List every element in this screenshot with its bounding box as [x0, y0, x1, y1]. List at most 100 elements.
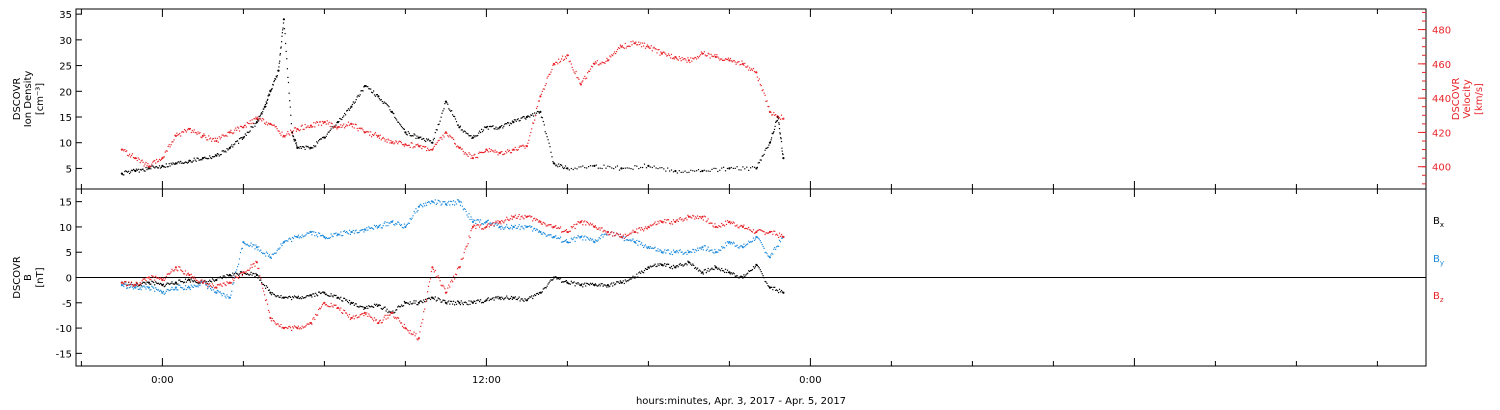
velocity-trace-dot	[193, 129, 195, 131]
ion-density-trace-dot	[584, 167, 586, 169]
ion-density-trace-dot	[616, 165, 619, 167]
bx-trace-dot	[562, 281, 565, 283]
velocity-trace-dot	[668, 53, 670, 55]
velocity-trace-dot	[577, 77, 579, 79]
legend-by-subscript: y	[1440, 259, 1444, 267]
velocity-trace-dot	[150, 166, 152, 168]
by-trace-dot	[535, 228, 538, 230]
velocity-trace-dot	[670, 57, 672, 59]
by-trace-dot	[505, 226, 507, 228]
bx-trace-dot	[606, 286, 608, 288]
ion-density-trace-dot	[692, 170, 694, 172]
bx-trace-dot	[368, 305, 370, 307]
velocity-trace-dot	[252, 122, 254, 124]
ion-density-point	[674, 169, 677, 173]
by-trace-dot	[258, 246, 260, 248]
bx-trace-dot	[312, 293, 314, 295]
bx-trace-dot	[768, 285, 770, 288]
by-trace-dot	[178, 284, 180, 286]
bx-trace-dot	[137, 285, 139, 287]
by-trace-dot	[640, 243, 642, 245]
bz-trace-dot	[465, 246, 467, 248]
by-trace-dot	[237, 266, 239, 268]
velocity-point	[714, 55, 718, 59]
bz-trace-dot	[722, 224, 724, 226]
bx-trace-dot	[232, 272, 234, 274]
bx-trace-dot	[513, 297, 515, 299]
bx-trace-dot	[565, 280, 567, 282]
velocity-trace-dot	[162, 156, 164, 158]
by-trace-dot	[254, 248, 256, 250]
velocity-trace-dot	[360, 128, 362, 130]
by-trace-dot	[466, 214, 468, 216]
by-trace-dot	[379, 224, 381, 226]
bx-trace-dot	[345, 299, 347, 301]
bz-trace-dot	[172, 270, 174, 272]
ion-density-trace-dot	[649, 166, 651, 168]
velocity-trace-dot	[582, 80, 584, 82]
bx-trace-dot	[664, 263, 666, 265]
bz-trace-dot	[132, 285, 135, 287]
by-trace-dot	[777, 245, 779, 247]
bx-trace-dot	[266, 286, 269, 288]
bx-trace-dot	[263, 284, 265, 286]
velocity-trace-dot	[258, 119, 260, 121]
ion-density-trace-dot	[312, 147, 314, 149]
velocity-trace-dot	[167, 145, 169, 147]
by-trace-dot	[450, 200, 452, 202]
ion-density-trace-dot	[507, 122, 509, 124]
by-trace-dot	[299, 236, 301, 238]
bx-trace-dot	[570, 280, 572, 282]
bx-trace-dot	[339, 298, 341, 300]
by-trace-dot	[314, 235, 316, 237]
velocity-trace-dot	[390, 140, 392, 142]
top-left-ylabel-line1: DSCOVR	[12, 78, 23, 121]
by-trace-dot	[397, 221, 399, 223]
velocity-trace-dot	[504, 153, 506, 155]
bz-trace-dot	[723, 224, 725, 226]
bx-trace-dot	[557, 278, 559, 280]
by-trace-dot	[241, 247, 243, 249]
ion-density-trace-dot	[122, 174, 124, 176]
by-point	[404, 225, 407, 228]
bz-trace-dot	[198, 280, 200, 283]
velocity-trace-dot	[131, 153, 134, 155]
ion-density-trace-dot	[696, 170, 698, 172]
bx-trace-dot	[177, 283, 179, 285]
ion-density-trace-dot	[582, 165, 584, 167]
ion-density-trace-dot	[515, 120, 517, 122]
ion-density-trace-dot	[558, 163, 560, 165]
ion-density-trace-dot	[164, 166, 166, 168]
velocity-trace-dot	[578, 78, 580, 80]
bx-trace-dot	[297, 295, 299, 297]
ion-density-trace-dot	[433, 137, 435, 139]
bx-trace-dot	[532, 297, 534, 300]
ion-density-trace-dot	[393, 113, 395, 115]
velocity-trace-dot	[752, 67, 755, 70]
bx-trace-dot	[470, 300, 472, 302]
bx-trace-dot	[463, 301, 465, 304]
by-trace-dot	[650, 247, 652, 249]
ion-density-trace-dot	[636, 165, 638, 167]
bz-trace-dot	[685, 217, 687, 219]
velocity-trace-dot	[164, 151, 166, 153]
by-trace-dot	[556, 237, 558, 240]
by-trace-dot	[270, 257, 272, 259]
by-trace-dot	[199, 284, 201, 286]
bz-trace-dot	[564, 230, 567, 232]
ion-density-trace-dot	[172, 162, 174, 164]
velocity-trace-dot	[648, 47, 650, 49]
ion-density-trace-dot	[285, 50, 287, 52]
bz-trace-dot	[587, 221, 589, 224]
ion-density-trace-dot	[362, 90, 364, 92]
by-trace-dot	[656, 250, 658, 252]
velocity-trace-dot	[348, 124, 351, 126]
bz-trace-dot	[259, 275, 261, 277]
by-trace-dot	[273, 252, 275, 254]
ion-density-trace-dot	[258, 115, 260, 117]
bx-trace-dot	[326, 294, 328, 296]
bx-trace-dot	[704, 268, 706, 271]
by-trace-dot	[322, 235, 324, 237]
ion-density-trace-dot	[133, 169, 135, 171]
velocity-trace-dot	[400, 142, 403, 144]
